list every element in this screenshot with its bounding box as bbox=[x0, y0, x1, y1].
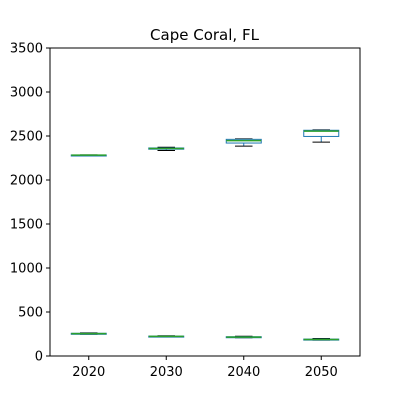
x-tick-label: 2020 bbox=[72, 365, 105, 380]
y-tick-label: 3500 bbox=[10, 42, 43, 57]
box-2040-group-2 bbox=[225, 335, 262, 339]
y-tick-label: 3000 bbox=[10, 86, 43, 101]
y-tick-label: 1000 bbox=[10, 262, 43, 277]
y-tick-label: 0 bbox=[35, 350, 43, 365]
box-2040-group-1 bbox=[225, 138, 262, 147]
box-2050-group-2 bbox=[303, 337, 340, 341]
box-series-group bbox=[70, 129, 340, 341]
x-tick-label: 2050 bbox=[305, 365, 338, 380]
box-2050-group-1 bbox=[303, 129, 340, 143]
y-tick-label: 1500 bbox=[10, 218, 43, 233]
box-2020-group-1 bbox=[70, 154, 107, 157]
x-tick-label: 2030 bbox=[150, 365, 183, 380]
x-axis: 2020 2030 2040 2050 bbox=[72, 356, 338, 380]
box-2020-group-2 bbox=[70, 332, 107, 335]
x-tick-label: 2040 bbox=[227, 365, 260, 380]
y-tick-label: 2000 bbox=[10, 174, 43, 189]
box-2030-group-1 bbox=[148, 146, 185, 152]
y-tick-label: 500 bbox=[18, 306, 43, 321]
y-axis: 0 500 1000 1500 2000 2500 3000 3500 bbox=[10, 42, 50, 365]
box-body bbox=[303, 129, 340, 137]
chart-title: Cape Coral, FL bbox=[150, 26, 260, 44]
y-tick-label: 2500 bbox=[10, 130, 43, 145]
plot-frame bbox=[49, 47, 361, 357]
box-2030-group-2 bbox=[148, 335, 185, 338]
